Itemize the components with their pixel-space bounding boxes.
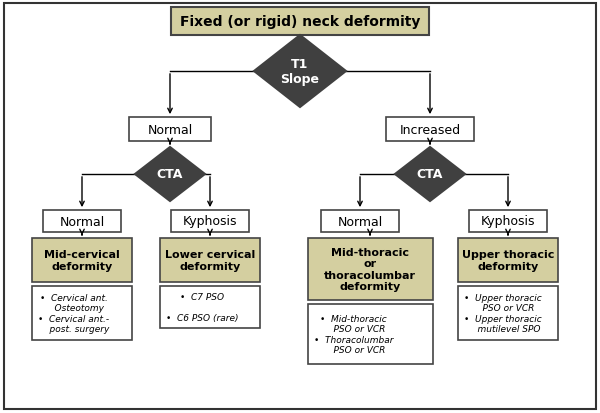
- Bar: [469, 211, 547, 233]
- Polygon shape: [395, 147, 465, 202]
- Bar: [32, 286, 132, 340]
- Text: Normal: Normal: [59, 215, 104, 228]
- Bar: [171, 211, 249, 233]
- Text: Upper thoracic
deformity: Upper thoracic deformity: [462, 249, 554, 271]
- Text: •  Mid-thoracic
    PSO or VCR
•  Thoracolumbar
    PSO or VCR: • Mid-thoracic PSO or VCR • Thoracolumba…: [314, 314, 393, 354]
- Polygon shape: [254, 36, 346, 108]
- Text: CTA: CTA: [157, 168, 183, 181]
- Bar: [160, 286, 260, 328]
- Bar: [321, 211, 399, 233]
- Text: Kyphosis: Kyphosis: [481, 215, 535, 228]
- Bar: [160, 238, 260, 282]
- Bar: [458, 238, 558, 282]
- Text: T1
Slope: T1 Slope: [281, 58, 320, 86]
- Text: CTA: CTA: [417, 168, 443, 181]
- Text: Mid-cervical
deformity: Mid-cervical deformity: [44, 249, 120, 271]
- Bar: [32, 238, 132, 282]
- Text: Kyphosis: Kyphosis: [183, 215, 237, 228]
- Bar: [43, 211, 121, 233]
- Text: •  Upper thoracic
    PSO or VCR
•  Upper thoracic
    mutilevel SPO: • Upper thoracic PSO or VCR • Upper thor…: [464, 293, 542, 333]
- Bar: [129, 118, 211, 142]
- Bar: [386, 118, 474, 142]
- Text: •  Cervical ant.
    Osteotomy
•  Cervical ant.-
    post. surgery: • Cervical ant. Osteotomy • Cervical ant…: [38, 293, 109, 333]
- Bar: [308, 238, 433, 300]
- Text: Normal: Normal: [337, 215, 383, 228]
- Text: Lower cervical
deformity: Lower cervical deformity: [165, 249, 255, 271]
- Bar: [171, 8, 429, 36]
- Text: Mid-thoracic
or
thoracolumbar
deformity: Mid-thoracic or thoracolumbar deformity: [324, 247, 416, 292]
- Bar: [308, 304, 433, 364]
- Text: Fixed (or rigid) neck deformity: Fixed (or rigid) neck deformity: [180, 15, 420, 29]
- Bar: [458, 286, 558, 340]
- Text: Increased: Increased: [400, 123, 461, 136]
- Text: •  C7 PSO

•  C6 PSO (rare): • C7 PSO • C6 PSO (rare): [166, 292, 239, 322]
- Polygon shape: [135, 147, 205, 202]
- Text: Normal: Normal: [148, 123, 193, 136]
